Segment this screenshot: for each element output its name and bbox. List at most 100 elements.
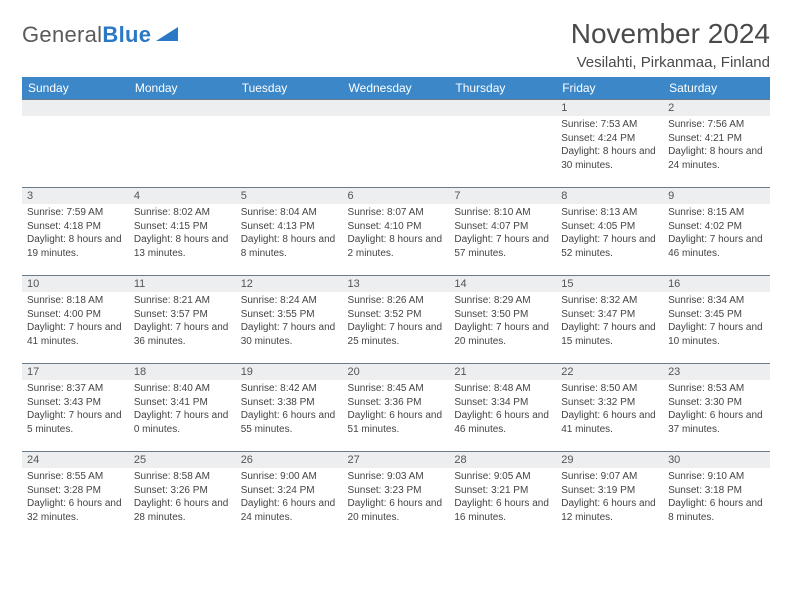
day-day: Daylight: 6 hours and 51 minutes. bbox=[348, 409, 445, 436]
calendar-cell bbox=[449, 99, 556, 187]
day-number: 21 bbox=[449, 363, 556, 380]
day-day: Daylight: 7 hours and 25 minutes. bbox=[348, 321, 445, 348]
day-sunrise: Sunrise: 8:37 AM bbox=[27, 382, 124, 396]
calendar-cell: 11Sunrise: 8:21 AMSunset: 3:57 PMDayligh… bbox=[129, 275, 236, 363]
day-number: 12 bbox=[236, 275, 343, 292]
day-sunrise: Sunrise: 9:03 AM bbox=[348, 470, 445, 484]
logo: GeneralBlue bbox=[22, 22, 178, 48]
day-detail: Sunrise: 8:18 AMSunset: 4:00 PMDaylight:… bbox=[22, 292, 129, 351]
calendar-cell: 16Sunrise: 8:34 AMSunset: 3:45 PMDayligh… bbox=[663, 275, 770, 363]
day-number: 9 bbox=[663, 187, 770, 204]
day-sunrise: Sunrise: 8:34 AM bbox=[668, 294, 765, 308]
day-sunrise: Sunrise: 8:10 AM bbox=[454, 206, 551, 220]
day-sunset: Sunset: 3:30 PM bbox=[668, 396, 765, 410]
day-sunset: Sunset: 4:15 PM bbox=[134, 220, 231, 234]
day-day: Daylight: 7 hours and 52 minutes. bbox=[561, 233, 658, 260]
day-detail: Sunrise: 8:48 AMSunset: 3:34 PMDaylight:… bbox=[449, 380, 556, 439]
day-sunrise: Sunrise: 8:02 AM bbox=[134, 206, 231, 220]
calendar-cell bbox=[343, 99, 450, 187]
calendar-cell: 25Sunrise: 8:58 AMSunset: 3:26 PMDayligh… bbox=[129, 451, 236, 539]
calendar-row: 24Sunrise: 8:55 AMSunset: 3:28 PMDayligh… bbox=[22, 451, 770, 539]
day-sunset: Sunset: 4:07 PM bbox=[454, 220, 551, 234]
day-day: Daylight: 6 hours and 12 minutes. bbox=[561, 497, 658, 524]
day-number: 6 bbox=[343, 187, 450, 204]
day-sunrise: Sunrise: 8:04 AM bbox=[241, 206, 338, 220]
calendar-cell: 12Sunrise: 8:24 AMSunset: 3:55 PMDayligh… bbox=[236, 275, 343, 363]
calendar-cell bbox=[129, 99, 236, 187]
day-number: 25 bbox=[129, 451, 236, 468]
day-number: 30 bbox=[663, 451, 770, 468]
day-day: Daylight: 8 hours and 8 minutes. bbox=[241, 233, 338, 260]
day-sunrise: Sunrise: 8:24 AM bbox=[241, 294, 338, 308]
day-sunrise: Sunrise: 8:40 AM bbox=[134, 382, 231, 396]
day-number: 11 bbox=[129, 275, 236, 292]
logo-text: GeneralBlue bbox=[22, 22, 151, 48]
day-detail: Sunrise: 8:29 AMSunset: 3:50 PMDaylight:… bbox=[449, 292, 556, 351]
day-day: Daylight: 6 hours and 37 minutes. bbox=[668, 409, 765, 436]
day-detail: Sunrise: 8:04 AMSunset: 4:13 PMDaylight:… bbox=[236, 204, 343, 263]
day-sunset: Sunset: 3:34 PM bbox=[454, 396, 551, 410]
day-detail: Sunrise: 8:07 AMSunset: 4:10 PMDaylight:… bbox=[343, 204, 450, 263]
day-day: Daylight: 6 hours and 55 minutes. bbox=[241, 409, 338, 436]
day-number: 4 bbox=[129, 187, 236, 204]
day-sunrise: Sunrise: 9:07 AM bbox=[561, 470, 658, 484]
day-day: Daylight: 6 hours and 16 minutes. bbox=[454, 497, 551, 524]
day-detail: Sunrise: 7:53 AMSunset: 4:24 PMDaylight:… bbox=[556, 116, 663, 175]
day-sunset: Sunset: 3:45 PM bbox=[668, 308, 765, 322]
day-number: 26 bbox=[236, 451, 343, 468]
day-sunset: Sunset: 4:18 PM bbox=[27, 220, 124, 234]
day-sunrise: Sunrise: 9:05 AM bbox=[454, 470, 551, 484]
day-day: Daylight: 8 hours and 13 minutes. bbox=[134, 233, 231, 260]
day-number: 22 bbox=[556, 363, 663, 380]
day-detail: Sunrise: 8:37 AMSunset: 3:43 PMDaylight:… bbox=[22, 380, 129, 439]
day-sunrise: Sunrise: 8:45 AM bbox=[348, 382, 445, 396]
day-detail: Sunrise: 8:24 AMSunset: 3:55 PMDaylight:… bbox=[236, 292, 343, 351]
day-number: 20 bbox=[343, 363, 450, 380]
day-day: Daylight: 7 hours and 57 minutes. bbox=[454, 233, 551, 260]
location: Vesilahti, Pirkanmaa, Finland bbox=[571, 54, 770, 71]
day-number-empty bbox=[22, 99, 129, 116]
day-day: Daylight: 8 hours and 24 minutes. bbox=[668, 145, 765, 172]
calendar-cell: 8Sunrise: 8:13 AMSunset: 4:05 PMDaylight… bbox=[556, 187, 663, 275]
month-title: November 2024 bbox=[571, 18, 770, 50]
day-detail: Sunrise: 8:45 AMSunset: 3:36 PMDaylight:… bbox=[343, 380, 450, 439]
day-sunset: Sunset: 3:18 PM bbox=[668, 484, 765, 498]
calendar-cell: 7Sunrise: 8:10 AMSunset: 4:07 PMDaylight… bbox=[449, 187, 556, 275]
day-number: 14 bbox=[449, 275, 556, 292]
calendar-table: Sunday Monday Tuesday Wednesday Thursday… bbox=[22, 77, 770, 539]
day-sunset: Sunset: 3:50 PM bbox=[454, 308, 551, 322]
day-day: Daylight: 7 hours and 5 minutes. bbox=[27, 409, 124, 436]
day-sunset: Sunset: 3:41 PM bbox=[134, 396, 231, 410]
day-sunset: Sunset: 3:24 PM bbox=[241, 484, 338, 498]
day-number: 10 bbox=[22, 275, 129, 292]
day-detail: Sunrise: 8:55 AMSunset: 3:28 PMDaylight:… bbox=[22, 468, 129, 527]
day-number: 27 bbox=[343, 451, 450, 468]
day-detail: Sunrise: 9:07 AMSunset: 3:19 PMDaylight:… bbox=[556, 468, 663, 527]
col-tuesday: Tuesday bbox=[236, 77, 343, 99]
day-sunset: Sunset: 3:47 PM bbox=[561, 308, 658, 322]
day-sunset: Sunset: 3:52 PM bbox=[348, 308, 445, 322]
day-number: 17 bbox=[22, 363, 129, 380]
day-sunset: Sunset: 4:10 PM bbox=[348, 220, 445, 234]
day-sunrise: Sunrise: 8:48 AM bbox=[454, 382, 551, 396]
col-saturday: Saturday bbox=[663, 77, 770, 99]
calendar-cell bbox=[22, 99, 129, 187]
day-day: Daylight: 6 hours and 32 minutes. bbox=[27, 497, 124, 524]
calendar-cell: 3Sunrise: 7:59 AMSunset: 4:18 PMDaylight… bbox=[22, 187, 129, 275]
day-detail: Sunrise: 8:21 AMSunset: 3:57 PMDaylight:… bbox=[129, 292, 236, 351]
header-row: GeneralBlue November 2024 Vesilahti, Pir… bbox=[22, 18, 770, 71]
day-number: 16 bbox=[663, 275, 770, 292]
calendar-cell: 5Sunrise: 8:04 AMSunset: 4:13 PMDaylight… bbox=[236, 187, 343, 275]
day-number: 2 bbox=[663, 99, 770, 116]
day-detail: Sunrise: 8:02 AMSunset: 4:15 PMDaylight:… bbox=[129, 204, 236, 263]
day-day: Daylight: 8 hours and 2 minutes. bbox=[348, 233, 445, 260]
day-sunrise: Sunrise: 8:13 AM bbox=[561, 206, 658, 220]
col-monday: Monday bbox=[129, 77, 236, 99]
col-thursday: Thursday bbox=[449, 77, 556, 99]
day-sunset: Sunset: 3:23 PM bbox=[348, 484, 445, 498]
day-sunrise: Sunrise: 8:15 AM bbox=[668, 206, 765, 220]
day-sunset: Sunset: 4:24 PM bbox=[561, 132, 658, 146]
day-number: 5 bbox=[236, 187, 343, 204]
day-detail: Sunrise: 8:53 AMSunset: 3:30 PMDaylight:… bbox=[663, 380, 770, 439]
day-detail: Sunrise: 8:42 AMSunset: 3:38 PMDaylight:… bbox=[236, 380, 343, 439]
